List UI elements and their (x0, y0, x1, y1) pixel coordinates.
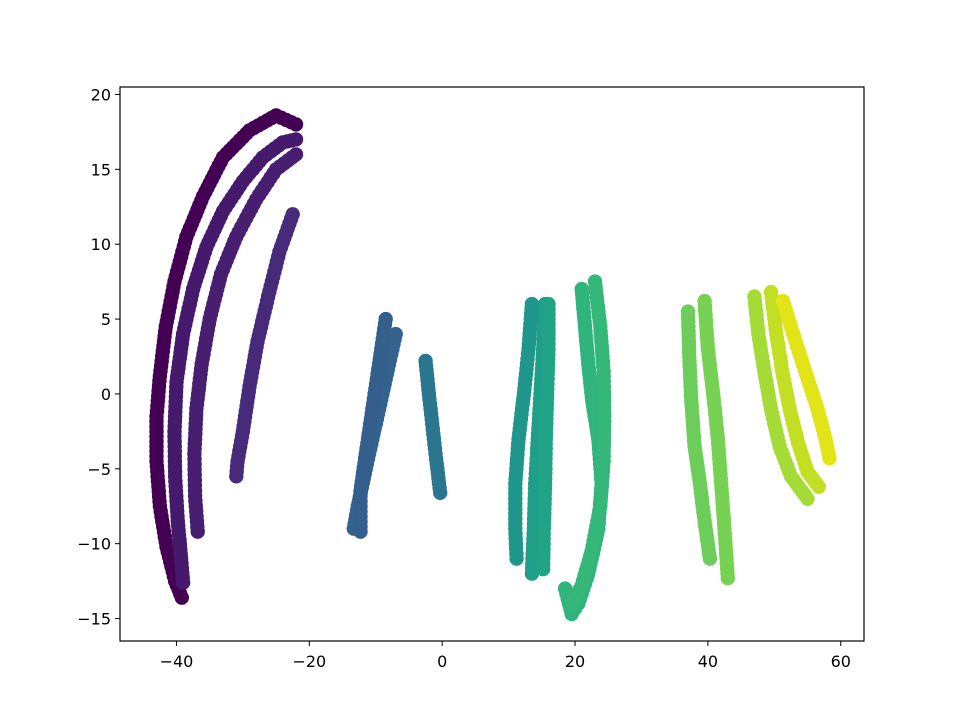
data-point (702, 551, 718, 566)
data-point (433, 485, 448, 500)
data-point (800, 491, 815, 506)
y-axis: −15 −10 −5 0 5 10 15 20 (77, 85, 120, 629)
x-tick-label: 0 (437, 652, 447, 671)
data-point (557, 581, 573, 596)
data-point (564, 596, 579, 611)
x-tick-label: −40 (160, 652, 194, 671)
data-point (229, 469, 244, 484)
data-point (509, 551, 524, 566)
x-axis: −40 −20 0 20 40 60 (160, 641, 851, 671)
x-tick-label: 40 (698, 652, 718, 671)
data-point (811, 479, 826, 494)
x-tick-label: 20 (565, 652, 585, 671)
plot-area-frame (119, 86, 865, 642)
data-point (190, 524, 205, 539)
y-tick-label: 0 (101, 385, 111, 404)
x-tick-label: −20 (292, 652, 326, 671)
x-tick-label: 60 (831, 652, 851, 671)
y-tick-label: 20 (91, 85, 111, 104)
y-tick-label: −5 (87, 460, 111, 479)
y-tick-label: 10 (91, 235, 111, 254)
y-tick-label: −15 (77, 610, 111, 629)
data-point (524, 566, 540, 581)
data-point (174, 590, 189, 605)
data-point (535, 561, 551, 577)
data-point (822, 451, 837, 466)
data-points (149, 108, 837, 622)
data-point (175, 575, 191, 590)
data-point (720, 570, 735, 586)
y-tick-label: 15 (91, 160, 111, 179)
data-point (353, 524, 368, 539)
y-tick-label: −10 (77, 535, 111, 554)
y-tick-label: 5 (101, 310, 111, 329)
